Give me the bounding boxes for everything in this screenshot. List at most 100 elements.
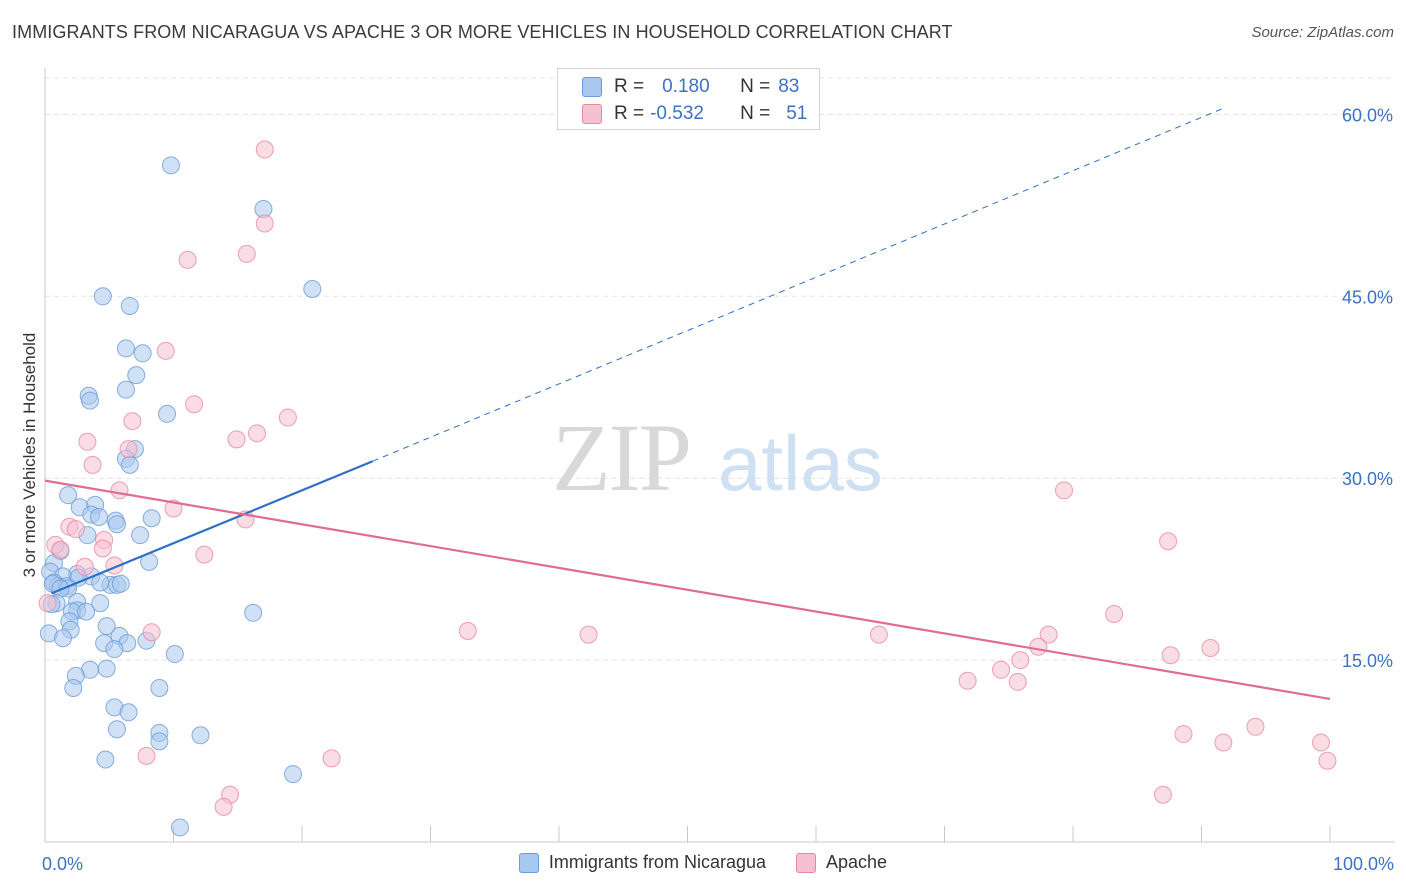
stats-n-label: N = [740,103,771,124]
y-tick-label: 30.0% [1342,469,1393,489]
watermark: ZIP atlas [552,404,883,511]
point-apache [1008,672,1027,691]
point-apache [142,623,161,642]
point-apache [51,540,70,559]
y-tick-label: 60.0% [1342,105,1393,125]
stats-r-label: R = [614,103,645,124]
point-apache [75,557,94,576]
point-apache [1105,605,1124,624]
x-tick-label: 0.0% [42,854,83,874]
point-apache [1055,481,1074,500]
point-apache [1174,725,1193,744]
point-apache [1312,733,1331,752]
legend-swatch-apache [796,852,816,873]
point-nicaragua [107,515,126,534]
point-apache [185,395,204,414]
axes [44,68,1395,843]
stats-r-label: R = [614,76,645,97]
point-nicaragua [105,640,124,659]
y-axis-label: 3 or more Vehicles in Household [20,332,39,578]
point-apache [110,481,129,500]
point-nicaragua [244,603,263,622]
point-apache [83,455,102,474]
point-apache [992,660,1011,679]
point-apache [137,746,156,765]
point-nicaragua [158,404,177,423]
point-nicaragua [133,344,152,363]
point-nicaragua [116,339,135,358]
stats-r-value: 0.180 [662,76,710,97]
point-apache [237,244,256,263]
point-apache [78,432,97,451]
point-nicaragua [89,507,108,526]
point-apache [1318,751,1337,770]
point-apache [156,341,175,360]
stats-swatch-nicaragua [582,77,602,97]
point-nicaragua [53,629,72,648]
point-apache [322,749,341,768]
point-apache [195,545,214,564]
source-label: Source: ZipAtlas.com [1251,24,1394,41]
stats-legend: R = 0.180 N = 83 R = -0.532 N = 51 [557,68,820,130]
chart-title: IMMIGRANTS FROM NICARAGUA VS APACHE 3 OR… [12,22,953,42]
trend-line-nicaragua [51,460,374,595]
point-apache [214,797,233,816]
point-apache [1039,625,1058,644]
point-nicaragua [116,380,135,399]
trend-line-apache [44,479,1331,700]
point-apache [255,214,274,233]
point-apache [1214,733,1233,752]
point-apache [1011,651,1030,670]
x-tick-label: 100.0% [1333,854,1394,874]
y-tick-label: 45.0% [1342,287,1393,307]
point-nicaragua [170,818,189,837]
gridlines [45,77,1395,661]
point-nicaragua [107,720,126,739]
legend-item-nicaragua: Immigrants from Nicaragua [518,852,766,873]
point-nicaragua [96,750,115,769]
point-apache [958,671,977,690]
point-apache [1161,646,1180,665]
stats-n-label: N = [740,76,771,97]
point-nicaragua [64,678,83,697]
point-nicaragua [91,594,110,613]
point-nicaragua [150,678,169,697]
data-points [38,140,1337,837]
trend-lines [44,107,1331,700]
trend-line-nicaragua-extension [372,107,1224,462]
point-apache [579,625,598,644]
point-nicaragua [120,296,139,315]
watermark-atlas: atlas [718,419,883,507]
point-nicaragua [165,645,184,664]
legend-item-apache: Apache [796,852,887,873]
stats-r-value: -0.532 [650,103,704,124]
point-nicaragua [93,287,112,306]
y-tick-label: 15.0% [1342,651,1393,671]
stats-row-apache: R = -0.532 N = 51 [582,101,807,127]
stats-row-nicaragua: R = 0.180 N = 83 [582,74,799,100]
point-apache [278,408,297,427]
point-apache [248,424,267,443]
legend-label-apache: Apache [826,852,888,872]
point-apache [1201,638,1220,657]
point-nicaragua [142,509,161,528]
point-nicaragua [191,726,210,745]
point-apache [93,539,112,558]
point-nicaragua [131,526,150,545]
legend-label-nicaragua: Immigrants from Nicaragua [548,852,766,872]
point-nicaragua [80,391,99,410]
point-nicaragua [97,659,116,678]
point-apache [458,621,477,640]
point-apache [1159,532,1178,551]
tick-labels: 15.0% 30.0% 45.0% 60.0% 0.0% 100.0% [42,105,1394,874]
point-apache [38,594,57,613]
point-nicaragua [303,280,322,299]
point-apache [1153,785,1172,804]
point-nicaragua [161,156,180,175]
point-apache [869,625,888,644]
point-apache [227,430,246,449]
point-apache [123,412,142,431]
point-apache [119,440,138,459]
point-nicaragua [127,366,146,385]
